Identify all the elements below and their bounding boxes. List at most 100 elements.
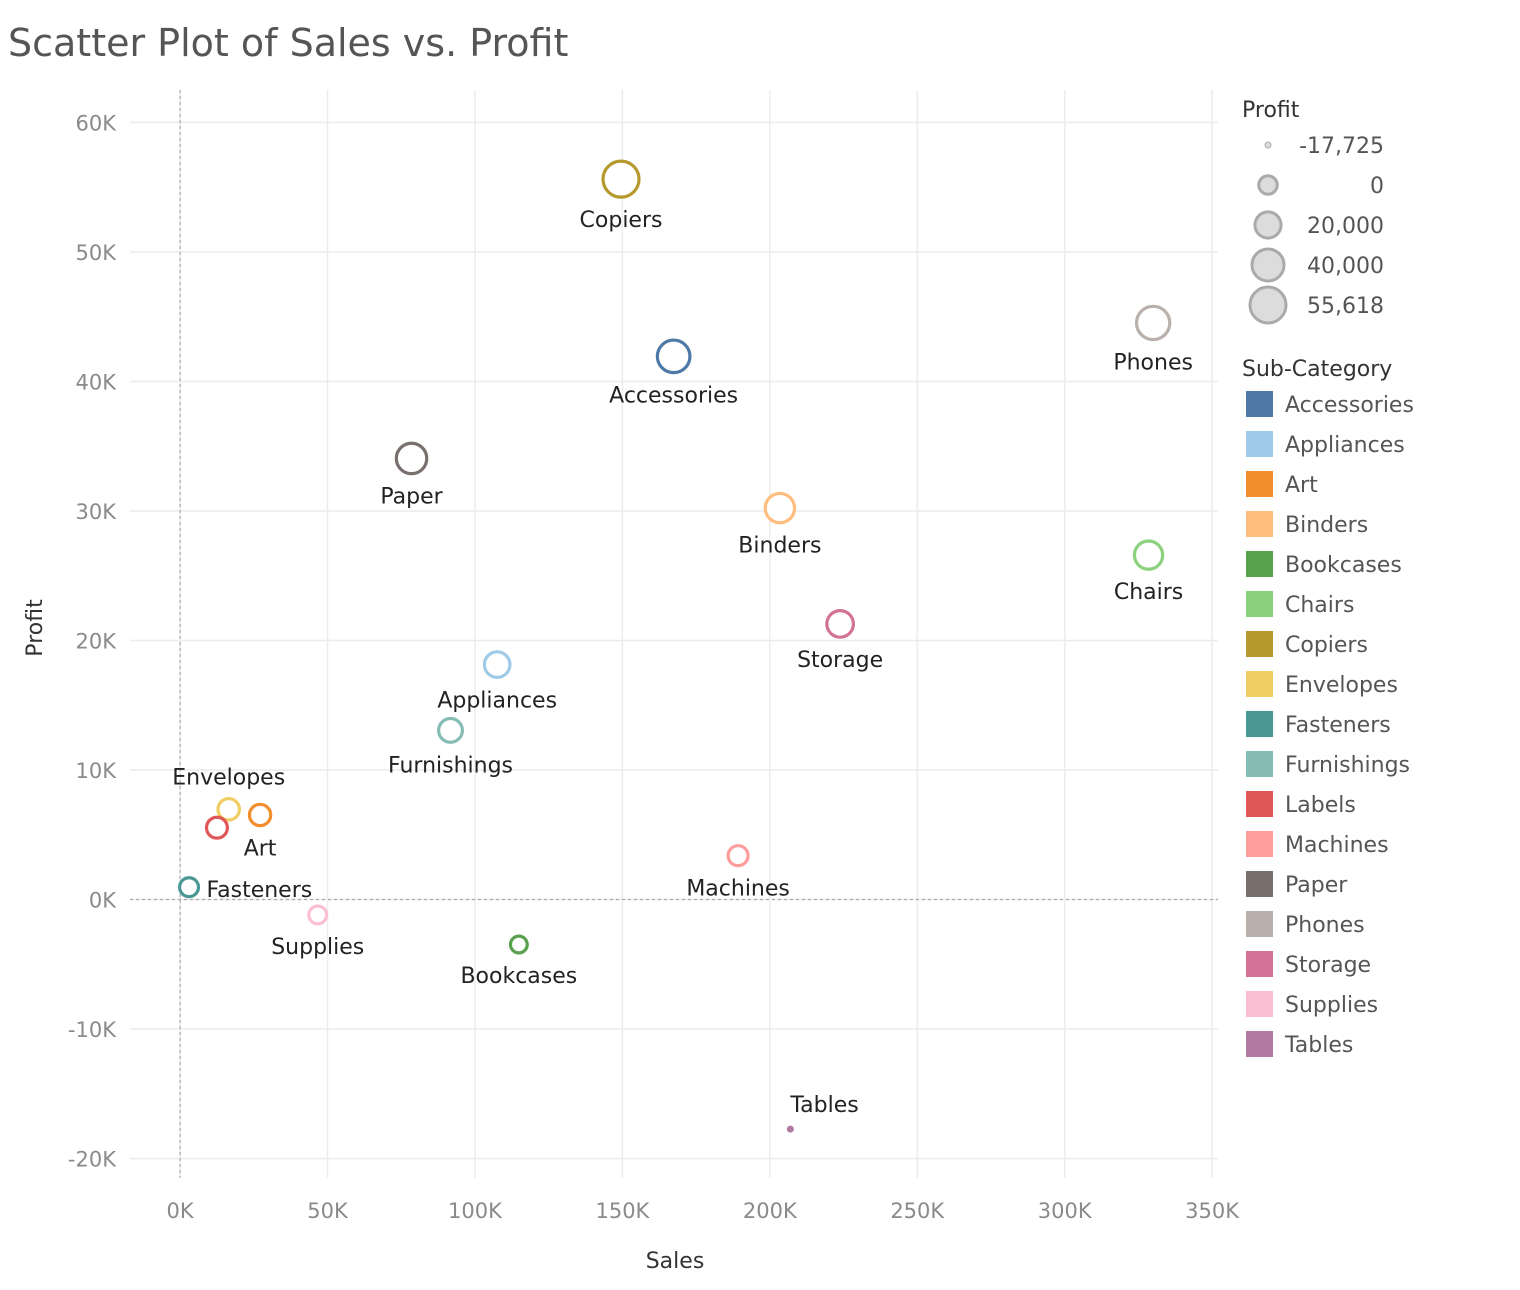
y-tick-label: 0K	[89, 889, 117, 913]
point-label-appliances: Appliances	[437, 688, 557, 713]
y-tick-label: -20K	[68, 1148, 117, 1172]
y-axis: -20K -10K 0K 10K 20K 30K 40K 50K 60K	[68, 111, 117, 1171]
point-copiers[interactable]	[601, 159, 641, 199]
legend-label-supplies[interactable]: Supplies	[1285, 993, 1378, 1018]
legend-label-art[interactable]: Art	[1285, 473, 1318, 498]
size-legend-label: 0	[1370, 174, 1384, 199]
y-tick-label: 20K	[76, 629, 118, 653]
point-binders[interactable]	[763, 491, 797, 525]
point-bookcases[interactable]	[508, 934, 529, 955]
legend-label-accessories[interactable]: Accessories	[1285, 393, 1414, 418]
legend-swatch-furnishings[interactable]	[1246, 751, 1273, 777]
point-label-furnishings: Furnishings	[388, 753, 513, 778]
y-axis-label: Profit	[23, 599, 48, 657]
point-label-phones: Phones	[1113, 351, 1193, 376]
point-label-paper: Paper	[380, 485, 443, 510]
point-label-tables: Tables	[789, 1093, 858, 1118]
legend-label-paper[interactable]: Paper	[1285, 873, 1348, 898]
point-labels: Accessories Appliances Art Binders Bookcases…	[172, 208, 1193, 1118]
legend-swatch-art[interactable]	[1246, 471, 1273, 497]
point-phones[interactable]	[1134, 304, 1172, 342]
point-tables[interactable]	[786, 1125, 794, 1133]
point-label-bookcases: Bookcases	[460, 964, 577, 989]
point-label-accessories: Accessories	[609, 384, 738, 409]
x-tick-label: 100K	[448, 1199, 503, 1223]
size-legend-label: 40,000	[1307, 254, 1384, 279]
legend-label-labels[interactable]: Labels	[1285, 793, 1356, 818]
legend-swatch-bookcases[interactable]	[1246, 551, 1273, 577]
legend-label-binders[interactable]: Binders	[1285, 513, 1368, 538]
size-legend-swatch	[1253, 210, 1283, 240]
legend-label-phones[interactable]: Phones	[1285, 913, 1365, 938]
point-label-copiers: Copiers	[580, 208, 663, 233]
legend-swatch-binders[interactable]	[1246, 511, 1273, 537]
point-label-envelopes: Envelopes	[172, 766, 285, 791]
y-tick-label: 50K	[76, 241, 118, 265]
legend-label-appliances[interactable]: Appliances	[1285, 433, 1405, 458]
point-labels[interactable]	[204, 815, 229, 840]
x-axis: 0K 50K 100K 150K 200K 250K 300K 350K	[167, 1199, 1241, 1223]
legend-swatch-labels[interactable]	[1246, 791, 1273, 817]
point-appliances[interactable]	[482, 650, 512, 679]
legend-swatch-paper[interactable]	[1246, 871, 1273, 897]
legend-swatch-accessories[interactable]	[1246, 391, 1273, 417]
legend-swatch-chairs[interactable]	[1246, 591, 1273, 617]
legend-label-copiers[interactable]: Copiers	[1285, 633, 1368, 658]
legend-swatch-storage[interactable]	[1246, 951, 1273, 977]
legend-swatch-envelopes[interactable]	[1246, 671, 1273, 697]
legend-swatch-phones[interactable]	[1246, 911, 1273, 937]
grid	[130, 90, 1218, 1178]
legend-label-tables[interactable]: Tables	[1284, 1033, 1353, 1058]
legend-label-storage[interactable]: Storage	[1285, 953, 1371, 978]
point-machines[interactable]	[726, 844, 750, 868]
point-label-storage: Storage	[797, 648, 883, 673]
x-tick-label: 50K	[307, 1199, 349, 1223]
size-legend-swatch	[1250, 247, 1286, 283]
legend-swatch-fasteners[interactable]	[1246, 711, 1273, 737]
point-paper[interactable]	[394, 441, 429, 476]
x-tick-label: 200K	[743, 1199, 798, 1223]
x-tick-label: 300K	[1038, 1199, 1093, 1223]
point-supplies[interactable]	[307, 904, 329, 926]
x-tick-label: 0K	[167, 1199, 195, 1223]
size-legend-swatch	[1248, 285, 1288, 325]
size-legend: Profit -17,725 0 20,000 40,000 55,618	[1242, 98, 1384, 325]
legend-swatch-tables[interactable]	[1246, 1031, 1273, 1057]
point-chairs[interactable]	[1132, 539, 1165, 571]
x-tick-label: 250K	[890, 1199, 945, 1223]
x-tick-label: 150K	[595, 1199, 650, 1223]
point-furnishings[interactable]	[437, 716, 465, 744]
point-accessories[interactable]	[655, 338, 692, 375]
size-legend-swatch	[1264, 141, 1272, 149]
x-tick-label: 350K	[1185, 1199, 1240, 1223]
legend-label-fasteners[interactable]: Fasteners	[1285, 713, 1391, 738]
legend-swatch-supplies[interactable]	[1246, 991, 1273, 1017]
color-legend-title: Sub-Category	[1242, 357, 1392, 382]
legend-label-machines[interactable]: Machines	[1285, 833, 1389, 858]
legend-label-envelopes[interactable]: Envelopes	[1285, 673, 1398, 698]
point-label-supplies: Supplies	[271, 935, 364, 960]
data-points	[177, 159, 1172, 1133]
y-tick-label: -10K	[68, 1018, 117, 1042]
point-label-fasteners: Fasteners	[206, 878, 312, 903]
legend-swatch-machines[interactable]	[1246, 831, 1273, 857]
y-tick-label: 10K	[76, 759, 118, 783]
point-label-binders: Binders	[738, 534, 821, 559]
point-envelopes[interactable]	[216, 796, 242, 822]
y-tick-label: 40K	[76, 370, 118, 394]
size-legend-label: 55,618	[1307, 294, 1384, 319]
legend-swatch-copiers[interactable]	[1246, 631, 1273, 657]
legend-swatch-appliances[interactable]	[1246, 431, 1273, 457]
point-storage[interactable]	[825, 609, 856, 639]
size-legend-swatch	[1257, 174, 1279, 196]
size-legend-title: Profit	[1242, 98, 1300, 123]
point-label-machines: Machines	[686, 877, 790, 902]
legend-label-chairs[interactable]: Chairs	[1285, 593, 1354, 618]
chart-title: Scatter Plot of Sales vs. Profit	[8, 21, 568, 65]
y-tick-label: 60K	[76, 111, 118, 135]
legend-label-furnishings[interactable]: Furnishings	[1285, 753, 1410, 778]
reference-lines	[130, 90, 1218, 1178]
point-art[interactable]	[247, 802, 273, 828]
point-fasteners[interactable]	[177, 876, 201, 899]
legend-label-bookcases[interactable]: Bookcases	[1285, 553, 1402, 578]
